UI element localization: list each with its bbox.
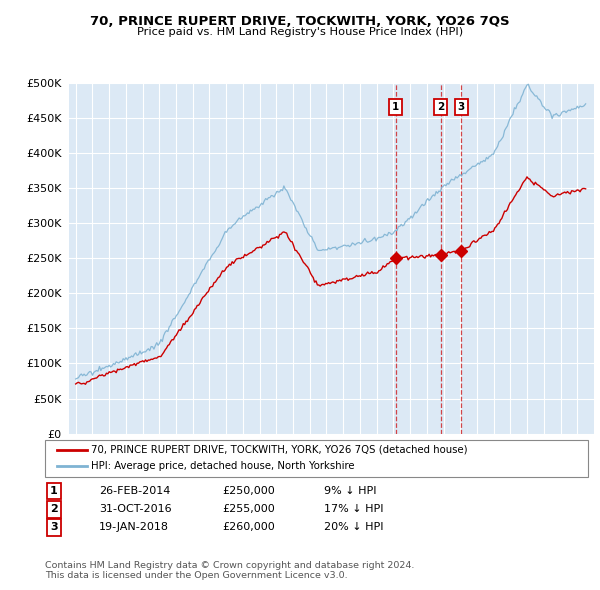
Text: 2: 2 [50, 504, 58, 514]
Text: 3: 3 [50, 523, 58, 532]
Text: 70, PRINCE RUPERT DRIVE, TOCKWITH, YORK, YO26 7QS: 70, PRINCE RUPERT DRIVE, TOCKWITH, YORK,… [90, 15, 510, 28]
Text: 17% ↓ HPI: 17% ↓ HPI [324, 504, 383, 514]
Text: 1: 1 [392, 102, 400, 112]
Text: HPI: Average price, detached house, North Yorkshire: HPI: Average price, detached house, Nort… [91, 461, 355, 471]
Text: 70, PRINCE RUPERT DRIVE, TOCKWITH, YORK, YO26 7QS (detached house): 70, PRINCE RUPERT DRIVE, TOCKWITH, YORK,… [91, 445, 468, 455]
Text: £260,000: £260,000 [222, 523, 275, 532]
Text: Contains HM Land Registry data © Crown copyright and database right 2024.
This d: Contains HM Land Registry data © Crown c… [45, 560, 415, 580]
Text: £255,000: £255,000 [222, 504, 275, 514]
Text: Price paid vs. HM Land Registry's House Price Index (HPI): Price paid vs. HM Land Registry's House … [137, 27, 463, 37]
Text: 3: 3 [457, 102, 465, 112]
Text: 2: 2 [437, 102, 445, 112]
Text: 9% ↓ HPI: 9% ↓ HPI [324, 486, 377, 496]
Text: 26-FEB-2014: 26-FEB-2014 [99, 486, 170, 496]
Text: 20% ↓ HPI: 20% ↓ HPI [324, 523, 383, 532]
Text: £250,000: £250,000 [222, 486, 275, 496]
Text: 19-JAN-2018: 19-JAN-2018 [99, 523, 169, 532]
Text: 31-OCT-2016: 31-OCT-2016 [99, 504, 172, 514]
Text: 1: 1 [50, 486, 58, 496]
